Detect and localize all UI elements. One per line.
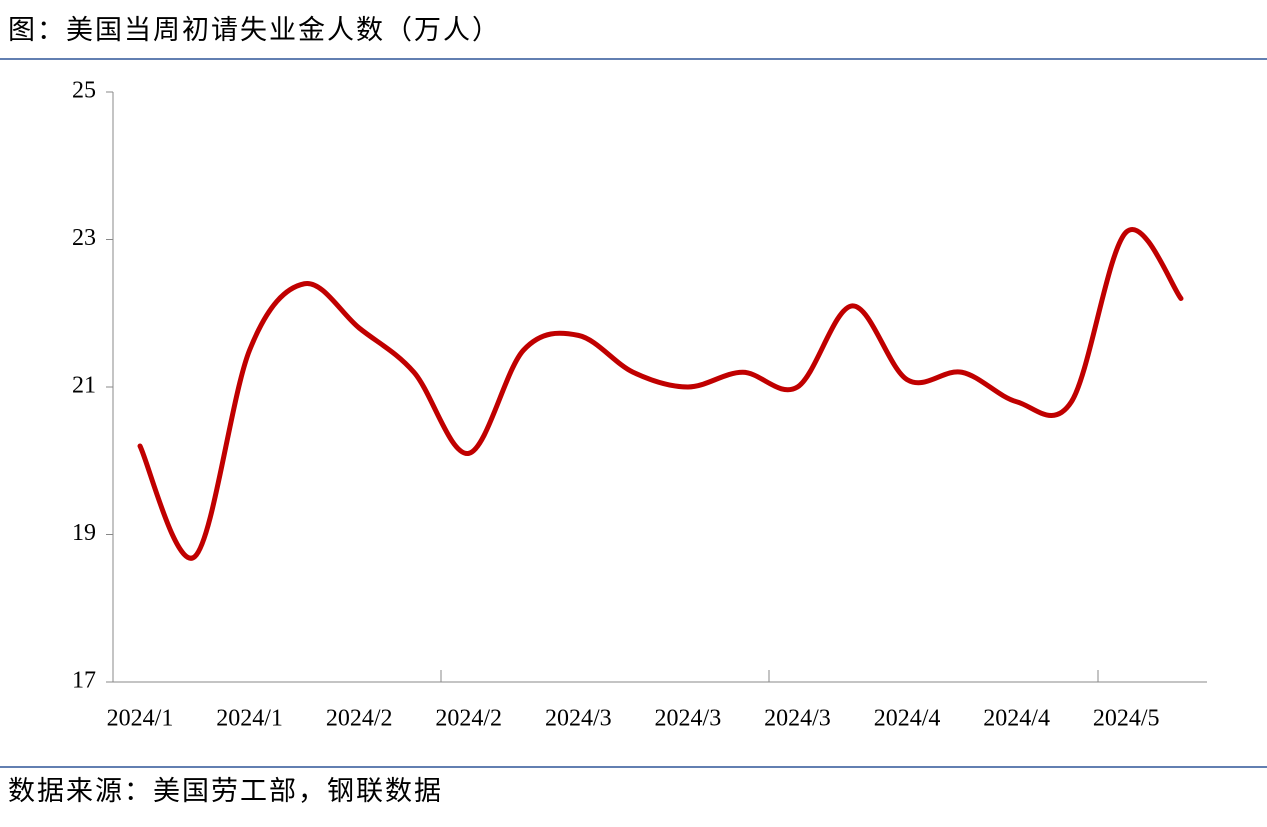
x-tick-label: 2024/3 (545, 706, 612, 732)
y-tick-label: 19 (72, 520, 96, 546)
data-line (137, 227, 1184, 561)
y-tick-label: 23 (72, 225, 96, 251)
x-tick-label: 2024/4 (983, 706, 1050, 732)
y-tick-label: 25 (72, 78, 96, 104)
x-tick-label: 2024/3 (764, 706, 831, 732)
x-tick-label: 2024/5 (1093, 706, 1160, 732)
x-tick-label: 2024/3 (655, 706, 722, 732)
y-tick-label: 21 (72, 373, 96, 399)
x-tick-label: 2024/1 (216, 706, 283, 732)
x-tick-label: 2024/2 (435, 706, 502, 732)
y-tick-label: 17 (72, 668, 96, 694)
chart-title: 图：美国当周初请失业金人数（万人） (8, 15, 501, 45)
source-note: 数据来源：美国劳工部，钢联数据 (8, 776, 443, 806)
x-tick-label: 2024/2 (326, 706, 393, 732)
x-tick-label: 2024/1 (107, 706, 174, 732)
x-tick-label: 2024/4 (874, 706, 941, 732)
